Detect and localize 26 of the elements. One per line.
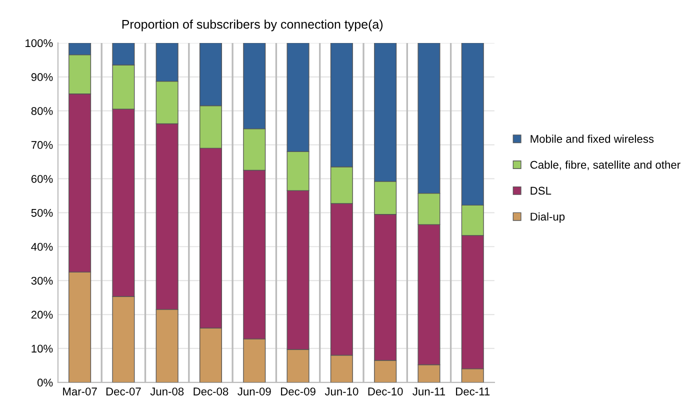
legend-label: Dial-up	[530, 212, 565, 223]
x-tick-label: Jun-09	[238, 388, 271, 396]
x-tick-label: Jun-10	[324, 388, 358, 396]
legend-label: DSL	[530, 186, 552, 195]
y-tick-label: 0%	[37, 378, 53, 387]
y-tick-label: 40%	[31, 242, 53, 251]
y-tick-label: 90%	[31, 73, 53, 82]
x-tick-label: Jun-11	[412, 388, 446, 396]
y-tick-label: 100%	[26, 39, 53, 48]
y-tick-label: 50%	[31, 208, 53, 217]
legend-label: Mobile and fixed wireless	[530, 134, 654, 143]
y-tick-label: 70%	[31, 141, 53, 149]
x-tick-label: Dec-10	[368, 388, 403, 396]
x-tick-label: Dec-07	[106, 388, 141, 396]
y-tick-label: 60%	[31, 175, 53, 183]
y-tick-label: 30%	[31, 276, 53, 285]
x-tick-label: Jun-08	[150, 388, 184, 396]
x-tick-label: Dec-11	[456, 388, 490, 396]
x-tick-label: Mar-07	[63, 388, 97, 396]
x-tick-label: Dec-09	[281, 388, 316, 396]
x-tick-label: Dec-08	[194, 388, 228, 396]
chart-title: Proportion of subscribers by connection type(a)	[122, 20, 383, 32]
y-tick-label: 80%	[31, 107, 53, 115]
legend-label: Cable, fibre, satellite and other	[530, 160, 680, 170]
y-tick-label: 20%	[31, 310, 53, 319]
y-tick-label: 10%	[32, 344, 53, 353]
